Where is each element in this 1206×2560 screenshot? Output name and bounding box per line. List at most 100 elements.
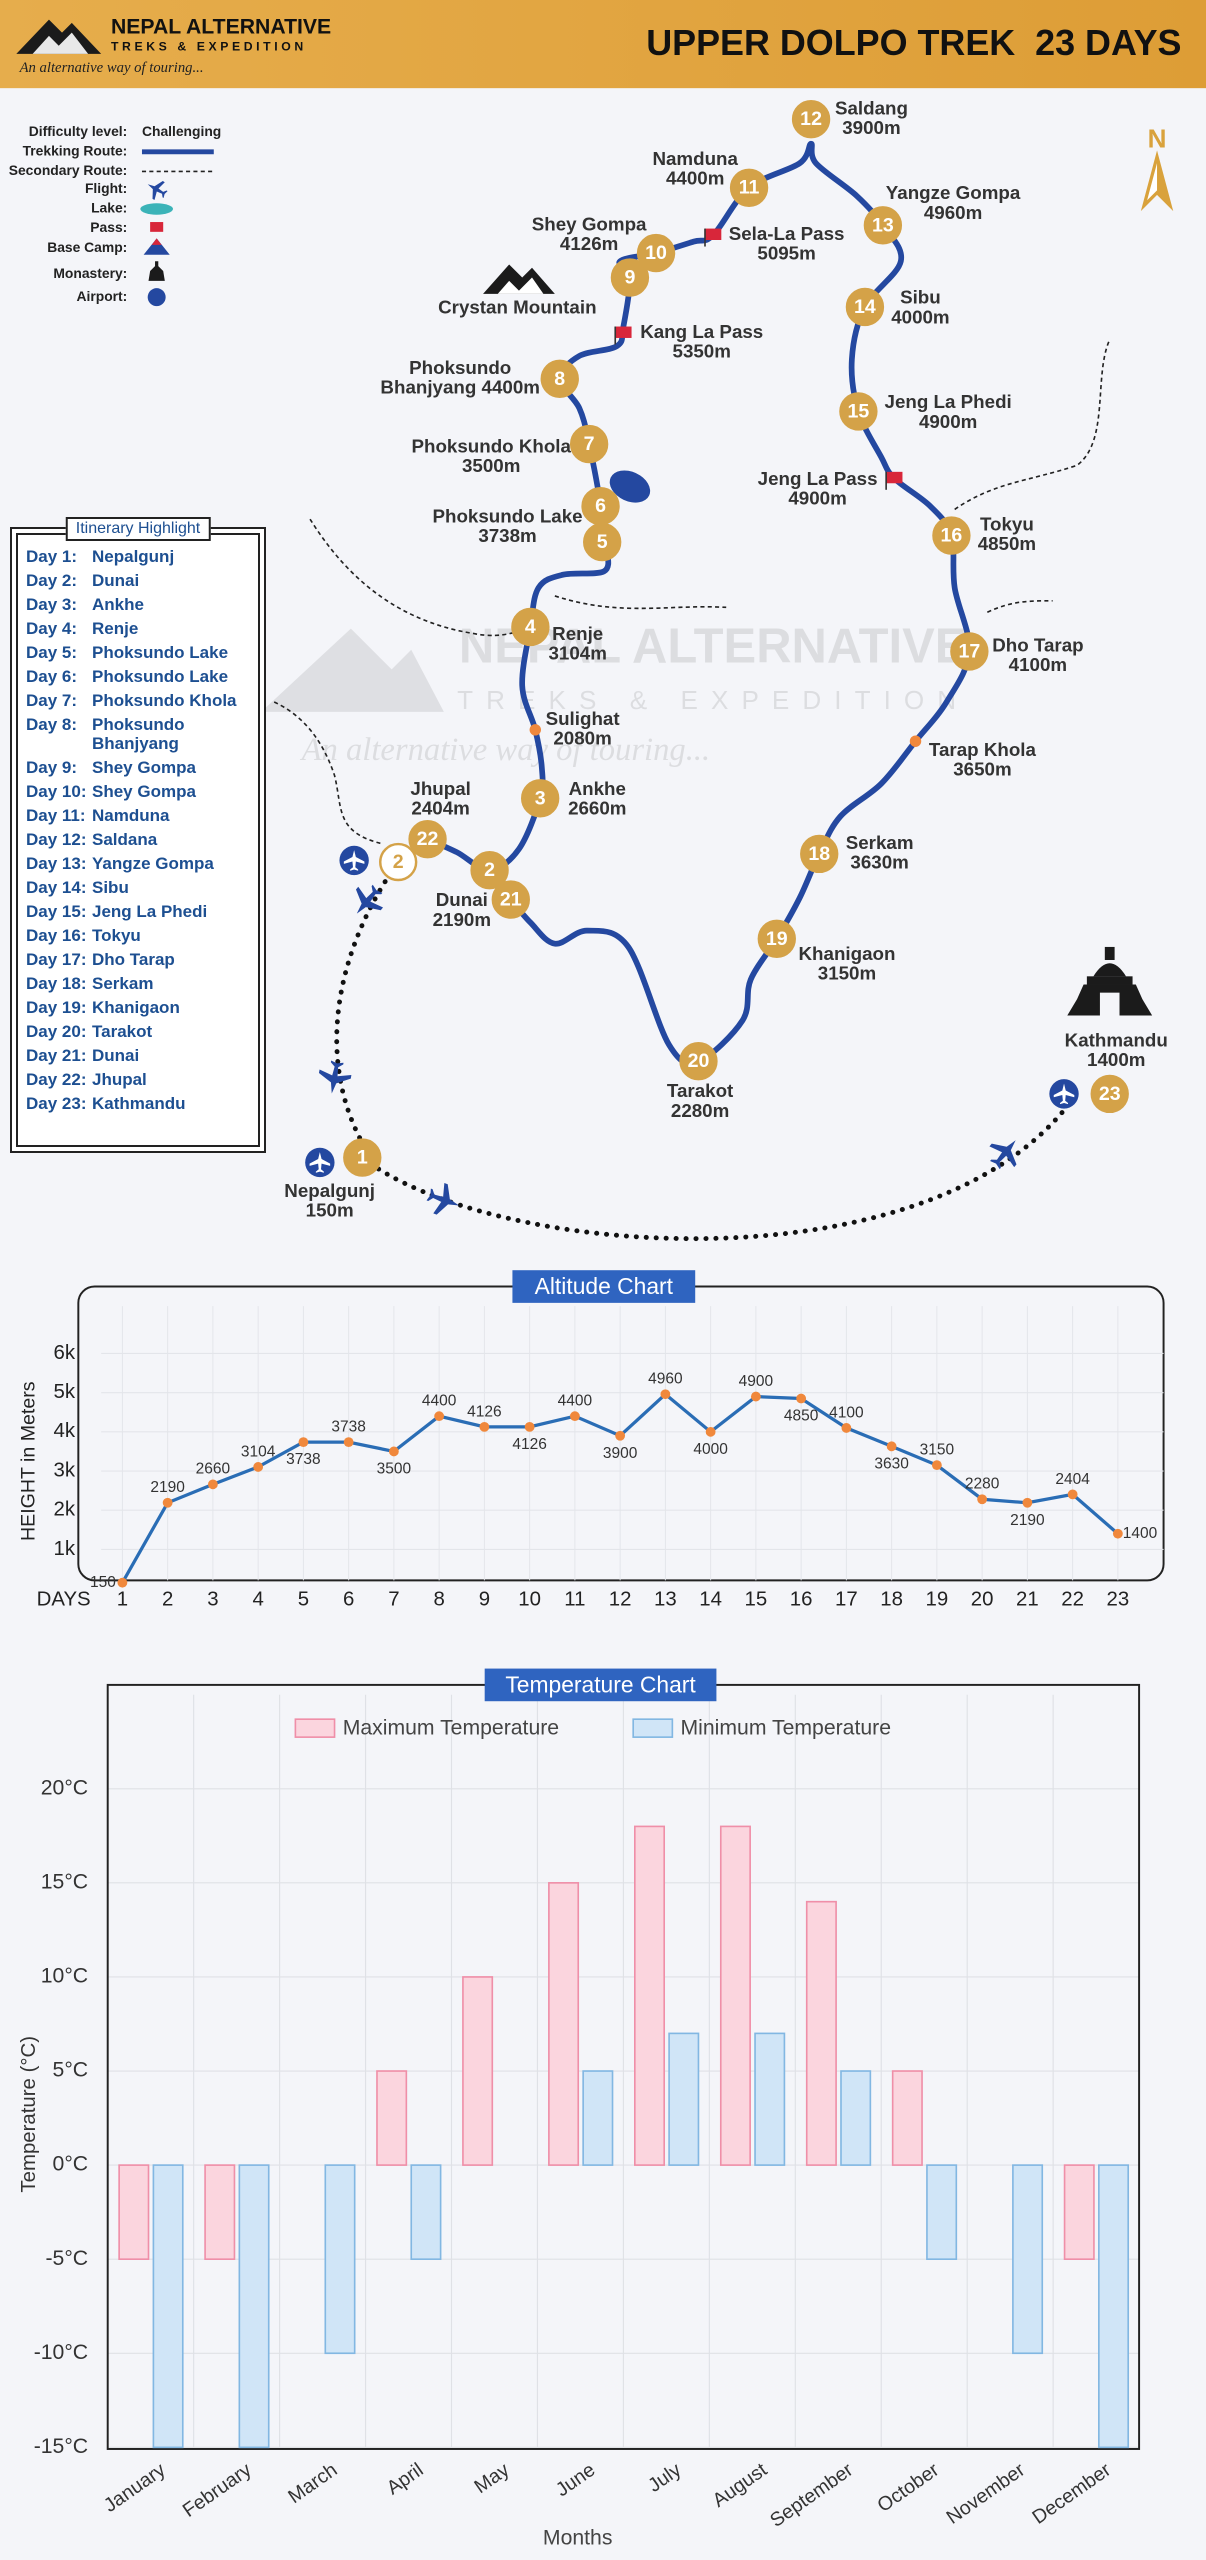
x-tick-label: 12 — [609, 1588, 632, 1610]
x-tick-label: October — [873, 2459, 943, 2517]
place-label: 3630m — [850, 852, 908, 873]
place-label: 3150m — [818, 963, 876, 984]
altitude-point — [298, 1437, 309, 1448]
data-label: 4000 — [693, 1441, 728, 1458]
place-label: 3500m — [462, 455, 520, 476]
place-label: 4400m — [666, 168, 724, 189]
place-label: 150m — [306, 1199, 354, 1220]
plane-icon — [989, 1140, 1017, 1170]
bar — [719, 1825, 751, 2166]
altitude-point — [1022, 1497, 1033, 1508]
legend-basecamp-top — [151, 238, 162, 245]
itinerary-row: Day 8: Phoksundo Bhanjyang — [26, 715, 252, 753]
mountain-label: Crystan Mountain — [438, 297, 596, 318]
y-tick-label: -5°C — [45, 2247, 88, 2270]
itinerary-row: Day 12: Saldana — [26, 830, 252, 849]
stop-marker — [540, 359, 579, 398]
legend-label: Airport: — [76, 288, 127, 304]
watermark-sub: TREKS & EXPEDITION — [457, 685, 969, 715]
place-label: Nepalgunj — [284, 1180, 375, 1201]
altitude-point — [207, 1479, 218, 1490]
itinerary-day: Day 20: — [26, 1022, 87, 1041]
itinerary-title: Itinerary Highlight — [65, 517, 211, 541]
data-label: 4400 — [558, 1393, 593, 1410]
x-tick-label: April — [383, 2459, 428, 2499]
itinerary-row: Day 4: Renje — [26, 619, 252, 638]
x-tick-label: 3 — [207, 1588, 218, 1610]
mountain-icon — [483, 264, 555, 294]
altitude-point — [1067, 1489, 1078, 1500]
x-tick-label: 18 — [880, 1588, 903, 1610]
altitude-point — [841, 1423, 852, 1433]
legend-label: Flight: — [85, 180, 127, 196]
itinerary-day: Day 19: — [26, 998, 87, 1017]
itinerary-place: Dunai — [92, 1046, 140, 1065]
stop-number: 19 — [766, 928, 788, 950]
x-tick-label: 4 — [252, 1588, 263, 1610]
itinerary-day: Day 16: — [26, 926, 87, 945]
stop-marker — [757, 919, 796, 958]
legend-label: Base Camp: — [47, 239, 127, 255]
altitude-point — [796, 1393, 807, 1404]
watermark-tagline: An alternative way of touring... — [300, 732, 711, 768]
x-tick-label: August — [709, 2459, 772, 2512]
stop-number: 2 — [393, 851, 404, 873]
legend-monastery — [148, 261, 165, 281]
y-tick-label: 15°C — [41, 1870, 88, 1893]
itinerary-day: Day 8: — [26, 715, 78, 734]
page-title: UPPER DOLPO TREK 23 DAYS — [646, 22, 1181, 63]
data-label: 2280 — [965, 1476, 1000, 1493]
altitude-point — [1112, 1528, 1123, 1539]
stop-number: 8 — [554, 368, 565, 390]
itinerary-day: Day 4: — [26, 619, 78, 638]
stop-marker — [800, 834, 839, 874]
chart-title-box — [512, 1270, 696, 1303]
stop-number: 2 — [484, 859, 495, 881]
x-tick-label: 16 — [790, 1588, 813, 1610]
itinerary-place: Dunai — [92, 571, 140, 590]
x-tick-label: November — [942, 2459, 1029, 2529]
stop-number: 6 — [595, 495, 606, 517]
x-axis-label: Months — [543, 2526, 613, 2549]
mountain-snow — [497, 277, 544, 294]
place-label: Bhanjyang 4400m — [380, 377, 540, 398]
itinerary-day: Day 6: — [26, 667, 78, 686]
bar — [582, 2070, 614, 2166]
legend-label: Lake: — [91, 200, 127, 216]
place-label: Kang La Pass — [640, 321, 763, 342]
place-label: 2190m — [433, 909, 491, 930]
itinerary-day: Day 7: — [26, 691, 78, 710]
brand-sub: TREKS & EXPEDITION — [111, 40, 307, 54]
bar — [1012, 2164, 1044, 2355]
x-tick-label: 8 — [433, 1588, 444, 1610]
x-tick-label: 19 — [926, 1588, 949, 1610]
x-tick-label: 11 — [564, 1588, 585, 1610]
data-label: 4100 — [829, 1404, 864, 1421]
data-label: 150 — [90, 1574, 116, 1591]
itinerary-row: Day 21: Dunai — [26, 1046, 252, 1065]
itinerary-place: Phoksundo Lake — [92, 643, 229, 662]
header-bar — [0, 0, 1206, 89]
stop-marker — [379, 842, 418, 882]
data-label: 4126 — [467, 1403, 501, 1420]
place-label: 5095m — [757, 243, 815, 264]
itinerary-row: Day 15: Jeng La Phedi — [26, 902, 252, 921]
bar — [238, 2164, 270, 2449]
data-label: 2190 — [150, 1479, 185, 1496]
place-label: 3738m — [478, 525, 536, 546]
x-tick-label: 6 — [343, 1588, 354, 1610]
bar — [1063, 2164, 1095, 2260]
waypoint — [909, 735, 922, 747]
bar — [462, 1976, 494, 2166]
stop-number: 10 — [645, 242, 667, 264]
place-label: Dunai — [436, 889, 488, 910]
stop-number: 13 — [872, 214, 894, 236]
itinerary-row: Day 7: Phoksundo Khola — [26, 691, 252, 710]
x-tick-label: 14 — [699, 1588, 722, 1610]
plane-icon — [343, 850, 365, 871]
stop-marker — [839, 392, 878, 431]
itinerary-place: Tokyu — [92, 926, 141, 945]
x-tick-label: 2 — [162, 1588, 173, 1610]
